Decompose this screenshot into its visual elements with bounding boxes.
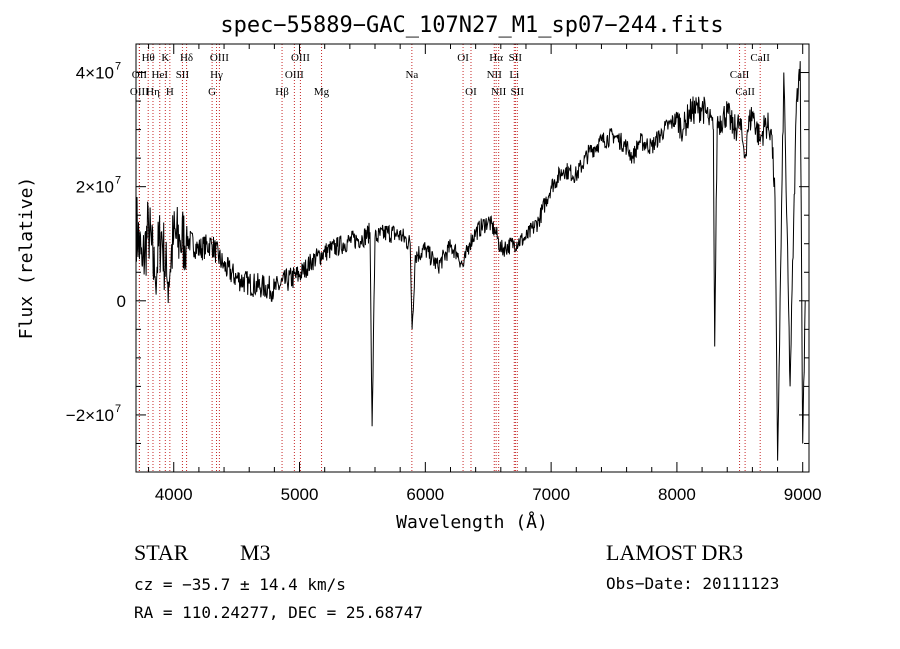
x-axis-ticks: 4000 5000 6000 7000 8000 9000	[148, 44, 822, 504]
x-tick-label: 7000	[532, 485, 570, 504]
line-label-13: OIII	[285, 69, 304, 81]
spectrum-series	[135, 61, 806, 461]
object-subclass: M3	[240, 540, 271, 565]
line-label-8: Hδ	[180, 52, 193, 64]
object-class: STAR	[134, 540, 189, 565]
line-label-11: G	[208, 86, 216, 98]
line-label-3: Hη	[146, 86, 160, 98]
coords-text: RA = 110.24277, DEC = 25.68747	[134, 603, 423, 622]
line-label-0: Hθ	[142, 52, 155, 64]
chart-title: spec−55889−GAC_107N27_M1_sp07−244.fits	[220, 13, 723, 38]
line-label-24: SII	[511, 86, 525, 98]
line-label-6: SII	[176, 69, 190, 81]
y-tick-exponent: 7	[115, 175, 121, 187]
line-label-26: CaII	[730, 69, 750, 81]
emission-line-markers	[138, 44, 761, 472]
line-label-20: SII	[509, 52, 523, 64]
line-label-12: OIII	[291, 52, 310, 64]
line-label-1: OII	[132, 69, 148, 81]
line-label-22: Li	[509, 69, 519, 81]
survey-name: LAMOST DR3	[606, 540, 743, 565]
x-tick-label: 5000	[281, 485, 319, 504]
y-tick-label: 4×10	[76, 64, 114, 83]
redshift-text: cz = −35.7 ± 14.4 km/s	[134, 575, 346, 594]
x-axis-label: Wavelength (Å)	[396, 511, 548, 533]
x-tick-label: 6000	[406, 485, 444, 504]
y-axis-ticks: −2×10 702×10 74×10 7	[66, 43, 809, 473]
line-label-18: OI	[465, 86, 477, 98]
line-label-17: OI	[457, 52, 469, 64]
x-tick-label: 4000	[155, 485, 193, 504]
y-tick-label: 2×10	[76, 178, 114, 197]
line-label-10: Hγ	[210, 69, 223, 81]
x-tick-label: 8000	[658, 485, 696, 504]
line-label-19: Hα	[489, 52, 503, 64]
line-label-25: CaII	[750, 52, 770, 64]
line-label-5: K	[161, 52, 169, 64]
y-tick-label: −2×10	[66, 406, 114, 425]
line-label-2: OIII	[130, 86, 149, 98]
line-label-7: H	[166, 86, 174, 98]
x-tick-label: 9000	[784, 485, 822, 504]
line-label-14: Hβ	[275, 86, 289, 98]
plot-frame	[135, 43, 810, 473]
y-axis-label: Flux (relative)	[16, 177, 37, 340]
line-label-9: OIII	[210, 52, 229, 64]
line-label-4: HeI	[152, 69, 169, 81]
y-tick-exponent: 7	[115, 403, 121, 415]
line-label-16: Na	[405, 69, 418, 81]
line-label-23: NII	[491, 86, 507, 98]
obs-date: Obs−Date: 20111123	[606, 574, 779, 593]
line-label-15: Mg	[314, 86, 330, 98]
y-tick-label: 0	[117, 292, 126, 311]
line-label-21: NII	[487, 69, 503, 81]
line-label-27: CaII	[735, 86, 755, 98]
y-tick-exponent: 7	[115, 61, 121, 73]
spectrum-line	[135, 61, 806, 461]
